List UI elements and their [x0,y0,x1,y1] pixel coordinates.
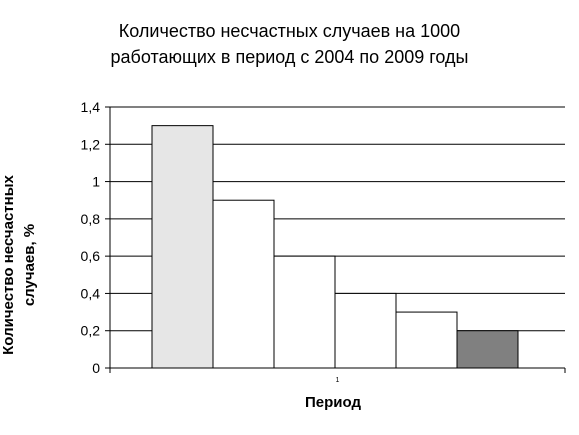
y-tick-label: 0,4 [81,285,101,301]
bar [273,255,336,369]
bar [212,199,275,369]
bar [395,311,458,369]
bar [151,125,214,369]
chart-title-line-1: Количество несчастных случаев на 1000 [118,21,461,41]
y-tick-label: 0 [92,360,100,376]
y-tick-label: 0,8 [81,211,101,227]
y-tick-label: 1 [92,174,100,190]
y-axis-label: Количество несчастных случаев, % [0,145,42,385]
y-tick-label: 0,6 [81,248,101,264]
bar [334,292,397,369]
bar [456,330,519,369]
y-tick-label: 0,2 [81,323,101,339]
x-tick-label: 1 [336,377,340,384]
y-axis-label-line-1: Количество несчастных [0,175,17,355]
y-axis-label-line-2: случаев, % [21,223,38,307]
x-axis-label: Период [305,394,361,411]
y-tick-label: 1,4 [81,99,101,115]
y-tick-label: 1,2 [81,136,101,152]
chart-title-line-2: работающих в период с 2004 по 2009 годы [110,47,469,67]
